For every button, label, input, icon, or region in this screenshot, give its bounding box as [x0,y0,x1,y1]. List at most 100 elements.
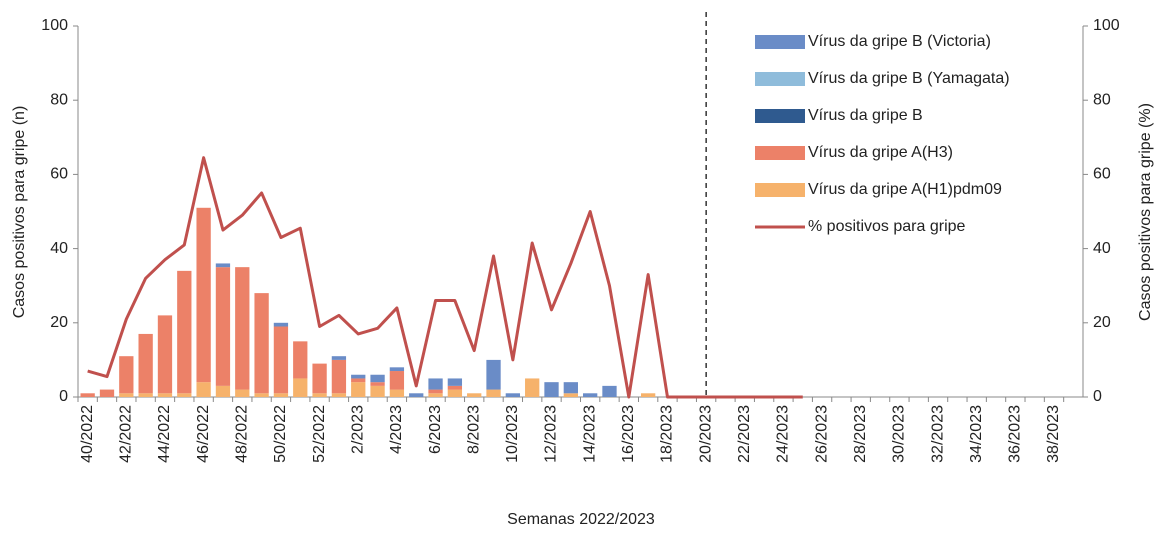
bar [389,389,405,397]
legend-swatch [755,72,805,86]
bar [235,267,250,390]
bar [293,341,308,379]
bar [563,382,578,394]
bar [80,393,95,397]
bar [177,270,192,394]
x-tick-label: 34/2023 [968,405,985,463]
bar [273,322,289,327]
bar [640,393,656,397]
x-tick-label: 22/2023 [736,405,753,463]
x-tick-label: 50/2022 [272,405,289,463]
x-tick-label: 10/2023 [504,405,521,463]
legend-swatch [755,109,805,123]
x-tick-label: 24/2023 [775,405,792,463]
bar [389,371,405,390]
legend-label: Vírus da gripe B (Victoria) [808,33,991,50]
x-tick-label: 28/2023 [852,405,869,463]
x-tick-label: 44/2022 [156,405,173,463]
y-axis-label: Casos positivos para gripe (n) [11,106,28,319]
bar [119,356,134,394]
bar [544,382,559,397]
legend-label: Vírus da gripe B (Yamagata) [808,70,1010,87]
bar [119,393,134,397]
bar [370,385,385,397]
y2-tick-label: 40 [1093,240,1111,257]
bar [235,389,250,397]
y2-tick-label: 100 [1093,17,1120,34]
x-tick-label: 30/2023 [891,405,908,463]
y-tick-label: 60 [50,166,68,183]
line [87,156,803,399]
y-tick-label: 40 [50,240,68,257]
bar [215,263,231,268]
y-tick-label: 80 [50,91,68,108]
bar [505,393,521,397]
bar [138,333,153,394]
legend-swatch [755,183,805,197]
x-tick-label: 38/2023 [1045,405,1062,463]
bar [273,393,289,397]
y2-tick-label: 60 [1093,166,1111,183]
bar [254,393,269,397]
bar [351,382,366,397]
bar [602,385,617,397]
bar [293,378,308,397]
x-tick-label: 2/2023 [349,405,366,454]
x-tick-label: 20/2023 [697,405,714,463]
bar [157,315,173,394]
bar [215,385,231,397]
bar [389,367,405,372]
x-tick-label: 18/2023 [659,405,676,463]
y2-axis-label: Casos positivos para gripe (%) [1137,103,1154,321]
x-tick-label: 16/2023 [620,405,637,463]
bar [312,393,327,397]
bar [583,393,598,397]
bar [467,393,482,397]
bar [428,393,443,397]
legend-swatch [755,35,805,49]
bar [254,293,269,394]
bar [486,359,501,390]
bar [428,389,443,394]
bar [351,374,366,379]
bar [273,326,289,394]
bar [486,389,501,397]
y2-tick-label: 20 [1093,314,1111,331]
bar [99,389,115,397]
legend-label: Vírus da gripe B [808,107,923,124]
x-tick-label: 48/2022 [233,405,250,463]
y2-tick-label: 80 [1093,91,1111,108]
bar [138,393,153,397]
x-tick-label: 8/2023 [465,405,482,454]
legend-swatch [755,146,805,160]
x-axis-label: Semanas 2022/2023 [507,511,655,528]
bar [157,393,173,397]
bar [215,267,231,386]
bar [331,356,347,360]
x-tick-label: 14/2023 [581,405,598,463]
bar [177,393,192,397]
x-tick-label: 46/2022 [195,405,212,463]
bar [563,393,578,397]
bar [447,389,463,397]
x-tick-label: 4/2023 [388,405,405,454]
bar [447,378,463,386]
bar [428,378,443,390]
bar [196,382,211,397]
legend-label: % positivos para gripe [808,218,966,235]
y-tick-label: 100 [41,17,68,34]
bar [370,382,385,386]
legend-label: Vírus da gripe A(H1)pdm09 [808,181,1002,198]
x-tick-label: 52/2022 [311,405,328,463]
bar [409,393,424,397]
bar [525,378,540,397]
x-tick-label: 36/2023 [1007,405,1024,463]
x-tick-label: 12/2023 [543,405,560,463]
bar [331,393,347,397]
x-tick-label: 26/2023 [813,405,830,463]
legend-label: Vírus da gripe A(H3) [808,144,953,161]
bar [196,207,211,383]
bar [351,378,366,383]
bar [312,363,327,394]
